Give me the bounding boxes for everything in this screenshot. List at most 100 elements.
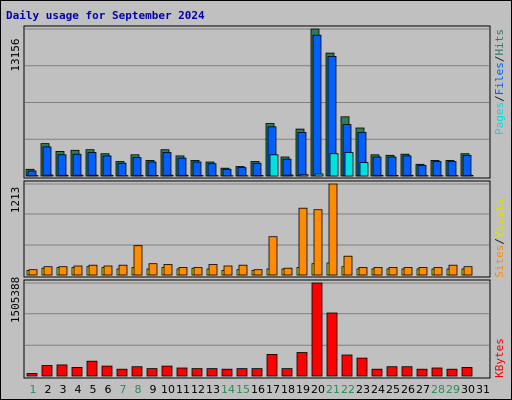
kbytes-bar-day-6 xyxy=(101,365,113,377)
sites-bar-day-5 xyxy=(88,264,98,276)
files-bar-day-10 xyxy=(162,152,172,177)
files-bar-day-16 xyxy=(252,162,262,177)
kbytes-bar-day-22 xyxy=(341,354,353,377)
day-label-31: 31 xyxy=(476,383,490,396)
files-bar-day-4 xyxy=(72,153,82,177)
pages-bar-day-16 xyxy=(254,174,264,177)
kbytes-bar-day-20 xyxy=(311,282,323,377)
pages-bar-day-3 xyxy=(59,174,69,177)
files-bar-day-26 xyxy=(402,155,412,177)
day-label-17: 17 xyxy=(266,383,280,396)
pages-bar-day-21 xyxy=(329,153,339,177)
legend-sites: Sites xyxy=(493,245,506,278)
day-label-27: 27 xyxy=(416,383,430,396)
top-legend: Pages/Files/Hits xyxy=(493,29,506,135)
sites-bar-day-1 xyxy=(28,269,38,276)
files-bar-day-9 xyxy=(147,161,157,177)
middle-max-label: 1213 xyxy=(9,187,22,214)
day-label-25: 25 xyxy=(386,383,400,396)
day-label-19: 19 xyxy=(296,383,310,396)
day-label-5: 5 xyxy=(90,383,97,396)
sites-bar-day-17 xyxy=(268,236,278,276)
day-label-6: 6 xyxy=(105,383,112,396)
sites-bar-day-30 xyxy=(463,266,473,276)
files-bar-day-15 xyxy=(237,167,247,177)
day-label-23: 23 xyxy=(356,383,370,396)
kbytes-bar-day-26 xyxy=(401,366,413,377)
legend-kbytes: KBytes xyxy=(493,338,506,378)
kbytes-bar-day-4 xyxy=(71,366,83,377)
kbytes-bar-day-9 xyxy=(146,368,158,377)
day-label-26: 26 xyxy=(401,383,415,396)
kbytes-bar-day-11 xyxy=(176,367,188,377)
sites-bar-day-25 xyxy=(388,267,398,276)
pages-bar-day-19 xyxy=(299,174,309,177)
bottom-max-label: 1505388 xyxy=(9,277,22,323)
files-bar-day-24 xyxy=(372,156,382,177)
files-bar-day-29 xyxy=(447,161,457,177)
sites-bar-day-28 xyxy=(433,267,443,276)
kbytes-bar-day-8 xyxy=(131,366,143,377)
kbytes-bar-day-29 xyxy=(446,368,458,377)
day-label-16: 16 xyxy=(251,383,265,396)
pages-bar-day-25 xyxy=(389,174,399,177)
kbytes-bar-day-25 xyxy=(386,366,398,377)
day-label-30: 30 xyxy=(461,383,475,396)
chart-bars xyxy=(25,28,474,377)
sites-bar-day-14 xyxy=(223,265,233,276)
sites-bar-day-13 xyxy=(208,264,218,276)
sites-bar-day-2 xyxy=(43,266,53,276)
kbytes-bar-day-14 xyxy=(221,368,233,377)
sites-bar-day-4 xyxy=(73,265,83,276)
files-bar-day-12 xyxy=(192,161,202,177)
kbytes-bar-day-23 xyxy=(356,357,368,377)
pages-bar-day-22 xyxy=(344,152,354,177)
day-label-20: 20 xyxy=(311,383,325,396)
day-label-15: 15 xyxy=(236,383,250,396)
day-label-22: 22 xyxy=(341,383,355,396)
sites-bar-day-16 xyxy=(253,269,263,276)
kbytes-bar-day-30 xyxy=(461,366,473,377)
day-label-21: 21 xyxy=(326,383,340,396)
files-bar-day-18 xyxy=(282,158,292,177)
pages-bar-day-23 xyxy=(359,162,369,177)
top-max-label: 13156 xyxy=(9,38,22,71)
legend-pages: Pages xyxy=(493,102,506,135)
sites-bar-day-22 xyxy=(343,255,353,276)
day-label-11: 11 xyxy=(176,383,190,396)
pages-bar-day-24 xyxy=(374,174,384,177)
pages-bar-day-11 xyxy=(179,174,189,177)
chart-title: Daily usage for September 2024 xyxy=(6,9,205,22)
day-label-14: 14 xyxy=(221,383,235,396)
sites-bar-day-9 xyxy=(148,263,158,276)
kbytes-bar-day-5 xyxy=(86,360,98,377)
sites-bar-day-10 xyxy=(163,264,173,276)
panel-bottom-bg xyxy=(23,279,491,379)
files-bar-day-8 xyxy=(132,157,142,177)
sites-bar-day-20 xyxy=(313,209,323,276)
files-bar-day-14 xyxy=(222,168,232,177)
day-labels: 1 2 3 4 5 6 7 8 9 10 11 12 13 14 15 16 17 18 19 20 21 22 23 24 2… xyxy=(30,383,491,396)
pages-bar-day-17 xyxy=(269,154,279,177)
pages-bar-day-4 xyxy=(74,174,84,177)
kbytes-bar-day-3 xyxy=(56,364,68,377)
sites-bar-day-24 xyxy=(373,267,383,276)
sites-bar-day-15 xyxy=(238,264,248,276)
pages-bar-day-12 xyxy=(194,174,204,177)
files-bar-day-27 xyxy=(417,164,427,177)
legend-hits: Hits xyxy=(493,29,506,56)
sites-bar-day-27 xyxy=(418,267,428,276)
files-bar-day-25 xyxy=(387,156,397,177)
day-label-8: 8 xyxy=(135,383,142,396)
sites-bar-day-11 xyxy=(178,267,188,276)
files-bar-day-7 xyxy=(117,162,127,177)
kbytes-bar-day-21 xyxy=(326,312,338,377)
sites-bar-day-21 xyxy=(328,183,338,276)
kbytes-bar-day-17 xyxy=(266,353,278,377)
kbytes-bar-day-12 xyxy=(191,368,203,377)
files-bar-day-6 xyxy=(102,155,112,177)
day-label-24: 24 xyxy=(371,383,385,396)
kbytes-bar-day-15 xyxy=(236,368,248,377)
gridlines xyxy=(25,28,489,346)
files-bar-day-3 xyxy=(57,154,67,177)
